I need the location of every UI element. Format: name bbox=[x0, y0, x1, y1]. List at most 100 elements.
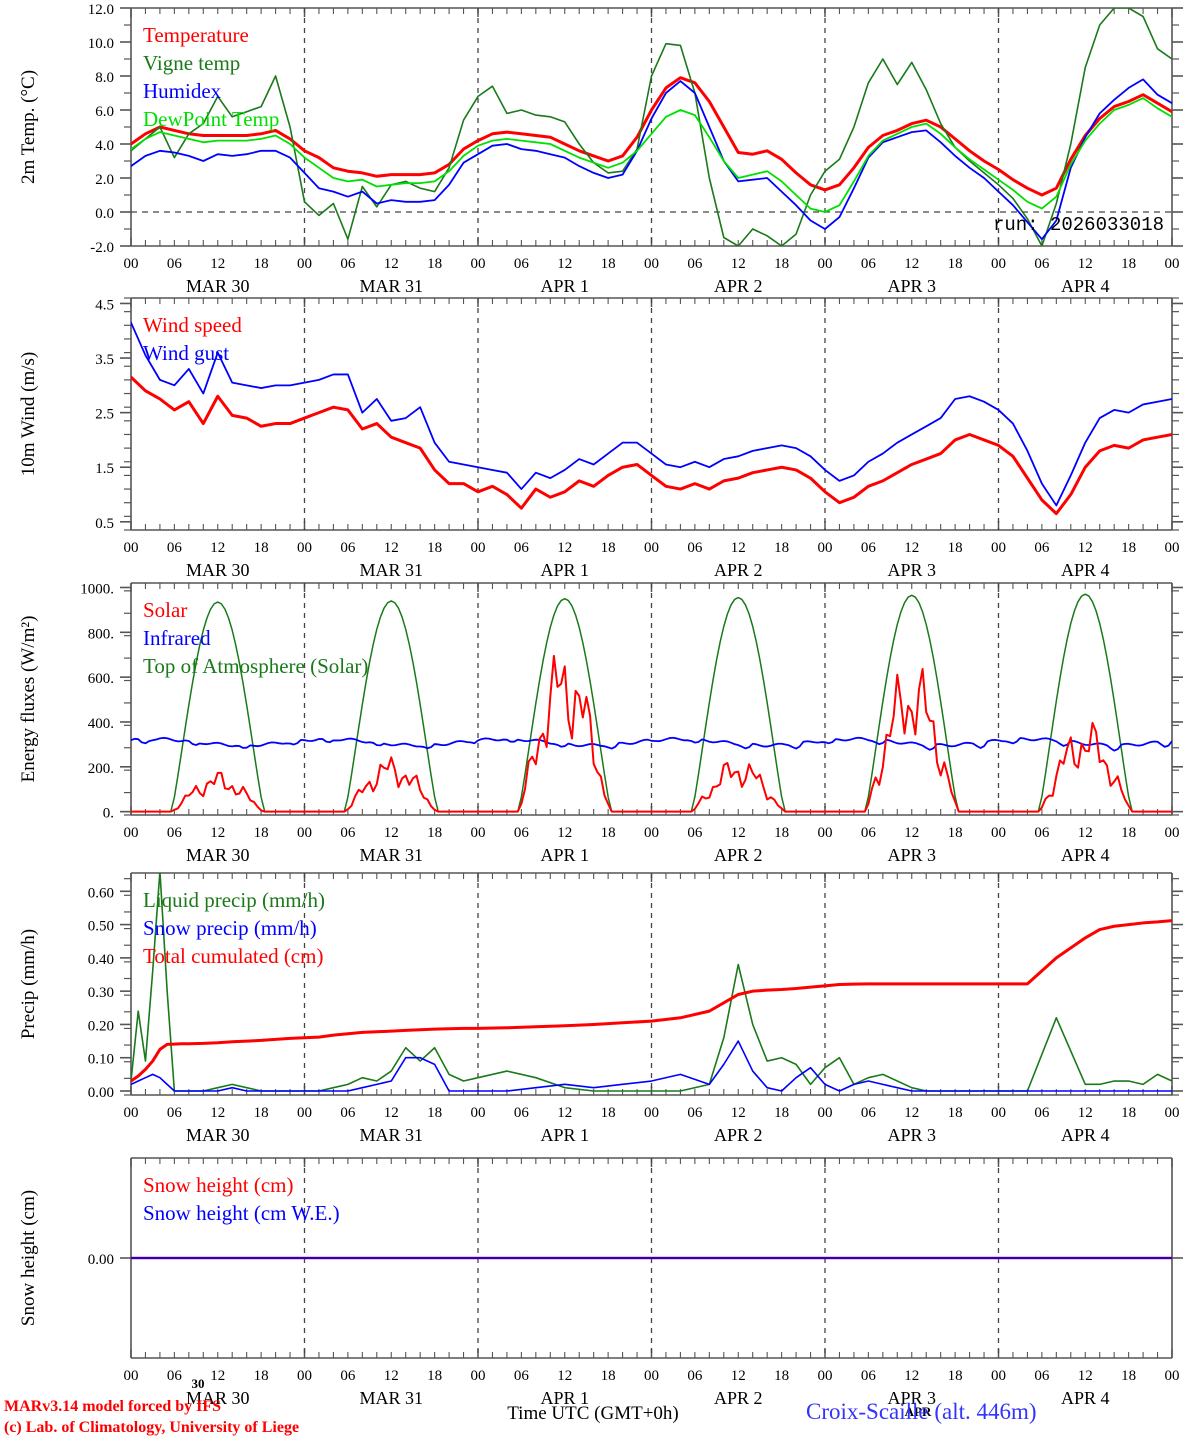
x-tick-label: 18 bbox=[601, 540, 616, 556]
x-tick-label: 06 bbox=[687, 1105, 703, 1121]
day-label: APR 1 bbox=[540, 1388, 589, 1408]
x-tick-label: 00 bbox=[1165, 825, 1180, 841]
series-solar bbox=[131, 654, 1172, 813]
x-tick-label: 12 bbox=[1078, 540, 1093, 556]
day-label: APR 2 bbox=[714, 560, 763, 580]
y-axis-title: Energy fluxes (W/m²) bbox=[18, 616, 39, 783]
y-axis-title: Precip (mm/h) bbox=[18, 929, 39, 1039]
x-tick-label: 12 bbox=[557, 1105, 572, 1121]
x-tick-label: 18 bbox=[1121, 1368, 1136, 1384]
x-tick-label: 00 bbox=[644, 1368, 659, 1384]
day-label: APR 1 bbox=[540, 1125, 589, 1145]
day-label: MAR 31 bbox=[359, 1125, 423, 1145]
x-tick-label: 18 bbox=[774, 256, 789, 272]
x-tick-label: 12 bbox=[384, 825, 399, 841]
x-tick-label: 00 bbox=[818, 1368, 833, 1384]
day-label: APR 4 bbox=[1061, 276, 1110, 296]
day-label: APR 3 bbox=[887, 276, 936, 296]
day-label: APR 3 bbox=[887, 1125, 936, 1145]
day-label: APR 4 bbox=[1061, 1388, 1110, 1408]
y-tick-label: 8.0 bbox=[95, 70, 114, 86]
x-tick-label: 06 bbox=[861, 1368, 877, 1384]
x-tick-label: 12 bbox=[904, 825, 919, 841]
x-tick-label: 00 bbox=[1165, 1368, 1180, 1384]
series-humidex bbox=[131, 78, 1172, 241]
x-tick-label: 18 bbox=[254, 1105, 269, 1121]
series-vigne-temp bbox=[131, 8, 1172, 246]
x-tick-label: 12 bbox=[904, 1368, 919, 1384]
x-tick-label: 18 bbox=[1121, 1105, 1136, 1121]
x-tick-label: 18 bbox=[948, 1105, 963, 1121]
legend-item: Liquid precip (mm/h) bbox=[143, 888, 325, 912]
y-tick-label: 0.00 bbox=[88, 1085, 114, 1101]
x-tick-label: 18 bbox=[774, 540, 789, 556]
day-label: MAR 30 bbox=[186, 560, 250, 580]
legend-item: Wind speed bbox=[143, 313, 242, 337]
x-tick-label: 00 bbox=[471, 256, 486, 272]
x-tick-label: 06 bbox=[514, 825, 530, 841]
y-tick-label: 800. bbox=[88, 626, 114, 642]
x-tick-label: 12 bbox=[731, 540, 746, 556]
model-credit-line: MARv3.14 model forced by IFS bbox=[4, 1398, 221, 1415]
x-tick-label: 12 bbox=[557, 825, 572, 841]
series-wind-speed bbox=[131, 375, 1172, 516]
x-tick-label: 00 bbox=[991, 1105, 1006, 1121]
x-tick-label: 06 bbox=[167, 540, 183, 556]
y-tick-label: 0.10 bbox=[88, 1052, 114, 1068]
x-tick-label: 00 bbox=[124, 1368, 139, 1384]
series-snow-precip-mm-h- bbox=[131, 1040, 1172, 1092]
x-tick-label: 06 bbox=[514, 1105, 530, 1121]
panel-fluxes: 0. 200. 400. 600. 800. 1000. Energy fluxes (W/… bbox=[18, 581, 1183, 865]
day-label: MAR 31 bbox=[359, 845, 423, 865]
x-tick-label: 12 bbox=[1078, 1368, 1093, 1384]
x-tick-label: 06 bbox=[1034, 540, 1050, 556]
x-tick-label: 00 bbox=[471, 540, 486, 556]
series-temperature bbox=[131, 76, 1172, 197]
x-tick-label: 00 bbox=[297, 825, 312, 841]
legend-item: Wind gust bbox=[143, 341, 229, 365]
y-axis-title: 10m Wind (m/s) bbox=[18, 352, 39, 477]
x-tick-label: 18 bbox=[254, 1368, 269, 1384]
day-label: APR 2 bbox=[714, 276, 763, 296]
x-tick-label: 18 bbox=[427, 1105, 442, 1121]
x-tick-label: 00 bbox=[297, 540, 312, 556]
x-tick-label: 12 bbox=[210, 256, 225, 272]
y-tick-label: 2.0 bbox=[95, 172, 114, 188]
x-tick-label: 18 bbox=[948, 256, 963, 272]
x-tick-label: 12 bbox=[1078, 1105, 1093, 1121]
x-tick-label: 06 bbox=[1034, 825, 1050, 841]
x-tick-label: 00 bbox=[1165, 1105, 1180, 1121]
x-tick-label: 18 bbox=[601, 1368, 616, 1384]
x-tick-label: 00 bbox=[297, 1368, 312, 1384]
legend-item: Solar bbox=[143, 598, 187, 622]
day-label: APR 2 bbox=[714, 1125, 763, 1145]
y-tick-label: 3.5 bbox=[95, 352, 114, 368]
x-tick-label: 06 bbox=[1034, 1105, 1050, 1121]
x-tick-label: 18 bbox=[601, 1105, 616, 1121]
x-axis-title: Time UTC (GMT+0h) bbox=[507, 1403, 679, 1424]
legend-item: DewPoint Temp bbox=[143, 107, 279, 131]
x-tick-label: 18 bbox=[948, 540, 963, 556]
stray-day-number: 30 bbox=[192, 1376, 205, 1391]
x-tick-label: 12 bbox=[904, 256, 919, 272]
y-tick-label: 0.00 bbox=[88, 1252, 114, 1268]
x-tick-label: 12 bbox=[210, 1368, 225, 1384]
x-tick-label: 18 bbox=[774, 1368, 789, 1384]
x-tick-label: 18 bbox=[1121, 825, 1136, 841]
y-tick-label: 400. bbox=[88, 716, 114, 732]
panel-temperature: -2.0 0.0 2.0 4.0 6.0 8.0 10.0 12.0 2m Temp. (°C)… bbox=[18, 2, 1183, 296]
y-tick-label: 1.5 bbox=[95, 461, 114, 477]
x-tick-label: 06 bbox=[167, 256, 183, 272]
legend-item: Infrared bbox=[143, 626, 211, 650]
x-tick-label: 12 bbox=[1078, 256, 1093, 272]
x-tick-label: 12 bbox=[210, 825, 225, 841]
legend-item: Vigne temp bbox=[143, 51, 240, 75]
series-group bbox=[131, 321, 1172, 516]
legend-item: Snow height (cm) bbox=[143, 1173, 293, 1197]
x-tick-label: 12 bbox=[384, 1368, 399, 1384]
x-tick-label: 12 bbox=[904, 540, 919, 556]
x-tick-label: 06 bbox=[167, 1105, 183, 1121]
y-tick-label: 0.20 bbox=[88, 1018, 114, 1034]
